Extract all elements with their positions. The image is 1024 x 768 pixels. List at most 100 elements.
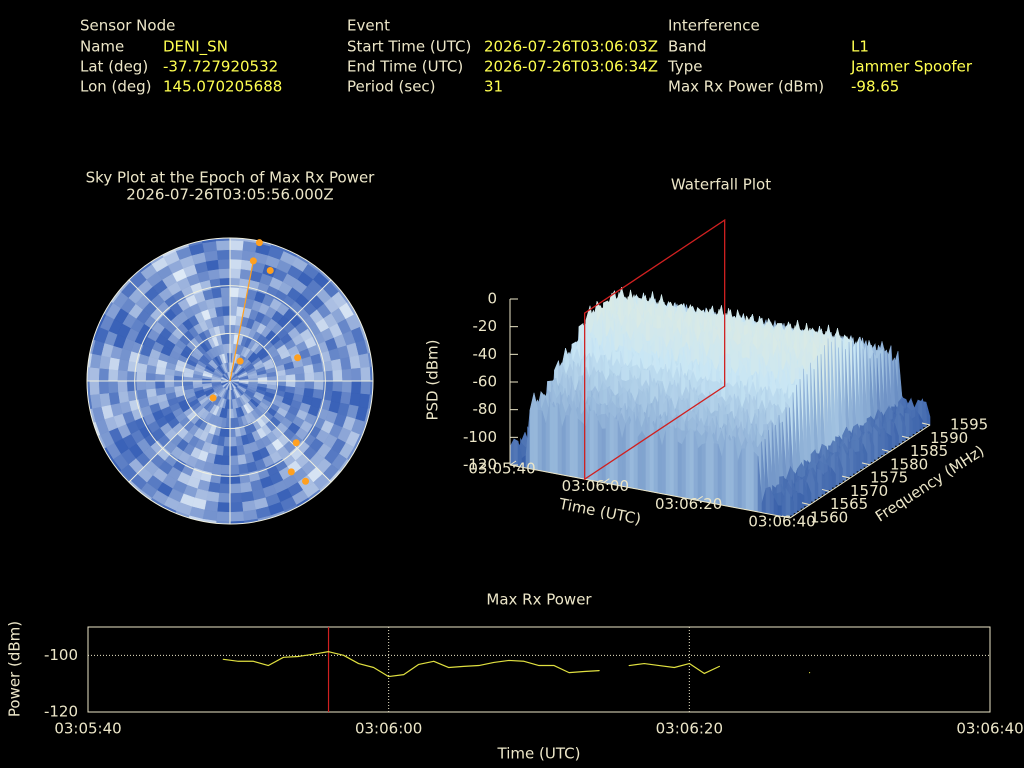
heat-cell: [117, 390, 130, 404]
x-tick-label: 03:05:40: [468, 460, 535, 478]
z-tick-label: -40: [473, 345, 498, 363]
y-tick-label: 1575: [870, 469, 908, 487]
field-label: Start Time (UTC): [347, 38, 471, 56]
heat-cell: [192, 380, 203, 385]
surface-cell: [565, 414, 571, 477]
satellite: [292, 439, 300, 447]
section-title: Interference: [668, 17, 760, 35]
field-value: -37.727920532: [163, 58, 278, 76]
surface-cell: [838, 456, 843, 484]
heat-cell: [229, 239, 245, 251]
field-value: DENI_SN: [163, 38, 228, 57]
heat-cell: [267, 376, 278, 382]
surface-cell: [577, 418, 583, 479]
x-tick: [696, 495, 703, 501]
heat-cell: [295, 373, 306, 382]
x-tick-label: 03:06:00: [562, 477, 629, 495]
sky-heatmap: [87, 238, 373, 524]
field-label: Lon (deg): [80, 78, 152, 96]
heat-cell: [237, 454, 247, 466]
heat-cell: [225, 333, 231, 344]
y-tick: [861, 462, 871, 466]
surface-cell: [904, 413, 910, 440]
surface-cell: [629, 411, 635, 489]
heat-cell: [216, 502, 231, 513]
surface-cell: [922, 399, 927, 428]
heat-cell: [222, 305, 231, 316]
heat-cell: [88, 380, 100, 396]
satellite: [302, 477, 310, 485]
field-value: Jammer Spoofer: [850, 58, 973, 76]
direction-line: [229, 260, 254, 382]
surface-cell: [601, 428, 607, 484]
heat-cell: [332, 369, 343, 382]
heat-cell: [229, 258, 243, 270]
heat-cell: [107, 380, 119, 394]
y-tick-label: 1585: [910, 442, 948, 460]
chart-title: Sky Plot at the Epoch of Max Rx Power: [86, 169, 376, 187]
z-tick-label: -120: [463, 456, 497, 474]
heat-cell: [304, 380, 315, 390]
surface-cell: [701, 442, 707, 503]
surface-cell: [581, 421, 587, 480]
y-tick-label: 1565: [830, 495, 868, 513]
heat-cell: [222, 446, 231, 457]
surface-cell: [806, 482, 812, 505]
z-tick-label: 0: [487, 290, 497, 308]
heat-cell: [295, 380, 306, 389]
field-label: Lat (deg): [80, 58, 148, 76]
surface-cell: [897, 410, 903, 444]
heat-cell: [257, 377, 268, 382]
surface-cell: [810, 468, 815, 503]
heat-cell: [229, 408, 234, 419]
heat-cell: [217, 492, 231, 504]
field-label: Type: [667, 58, 702, 76]
heat-cell: [229, 492, 243, 504]
heat-cell: [220, 464, 231, 476]
y-axis-label: Power (dBm): [6, 621, 24, 717]
heat-cell: [351, 380, 362, 395]
y-tick-label: 1590: [930, 429, 968, 447]
x-tick-label: 03:05:40: [54, 720, 121, 738]
heat-cell: [145, 388, 157, 398]
surface-cell: [681, 435, 687, 499]
field-value: 2026-07-26T03:06:03Z: [484, 38, 658, 56]
surface-cell: [894, 423, 899, 447]
heat-cell: [229, 511, 245, 523]
heat-cell: [229, 286, 240, 298]
axis: [128, 414, 197, 483]
heat-cell: [351, 367, 362, 382]
heat-cell: [117, 380, 128, 393]
surface-cell: [817, 468, 822, 498]
heat-cell: [223, 315, 231, 326]
heat-cell: [229, 418, 235, 429]
surface-cell: [725, 433, 731, 508]
heat-cell: [229, 305, 238, 316]
y-tick: [881, 449, 891, 453]
surface-cell: [589, 409, 595, 482]
heat-cell: [107, 368, 119, 382]
surface-cell: [862, 443, 868, 468]
heat-cell: [215, 511, 231, 523]
heat-cell: [221, 455, 231, 466]
satellite: [255, 239, 263, 247]
y-tick-label: 1595: [950, 416, 988, 434]
heat-cell: [135, 371, 147, 382]
y-tick: [801, 502, 811, 506]
power-line: [222, 651, 811, 678]
heat-cell: [135, 380, 147, 391]
heat-cell: [239, 481, 253, 494]
heat-cell: [313, 380, 325, 391]
axis: [263, 414, 332, 483]
x-tick-label: 03:06:40: [748, 513, 815, 531]
heat-cell: [341, 380, 353, 394]
surface-cell: [745, 434, 751, 511]
heat-cell: [218, 483, 231, 494]
z-tick-label: -80: [473, 400, 498, 418]
y-tick-label: -100: [44, 646, 78, 664]
surface-cell: [873, 426, 878, 461]
surface-cell: [669, 424, 675, 497]
heat-cell: [145, 380, 156, 390]
